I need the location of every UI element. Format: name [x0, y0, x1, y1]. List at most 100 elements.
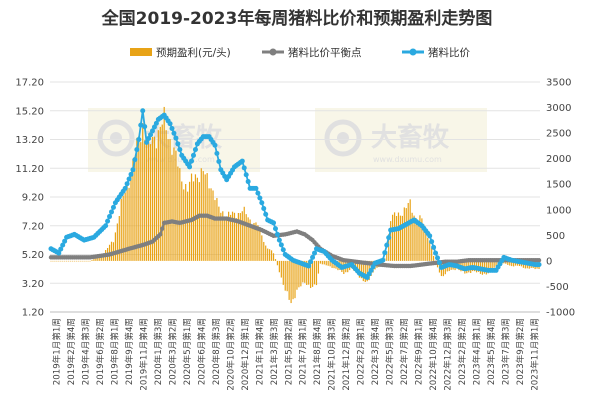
profit-bar — [360, 260, 362, 279]
right-tick-label: 1500 — [546, 180, 571, 191]
right-tick-label: 2500 — [546, 129, 571, 140]
profit-bar — [58, 260, 60, 262]
watermark-brand: 大畜牧 — [371, 122, 450, 153]
profit-bar — [237, 212, 239, 261]
x-tick-label: 2021年10月第3周 — [326, 318, 338, 391]
profit-bar — [196, 177, 198, 261]
profit-bar — [308, 260, 310, 285]
profit-bar — [491, 260, 493, 270]
x-tick-label: 2019年11月第4周 — [137, 318, 149, 391]
ratio-point — [108, 209, 114, 215]
profit-bar — [284, 260, 286, 291]
ratio-point — [308, 259, 314, 265]
ratio-point — [122, 185, 128, 191]
chart-title: 全国2019-2023年每周猪料比价和预期盈利走势图 — [101, 8, 493, 29]
profit-bar — [101, 256, 103, 261]
left-tick-label: 13.20 — [15, 135, 44, 146]
ratio-point — [177, 147, 183, 153]
profit-bar — [52, 260, 54, 262]
profit-bar — [222, 211, 224, 261]
profit-bar — [298, 260, 300, 288]
profit-bar — [173, 147, 175, 261]
profit-bar — [280, 260, 282, 278]
x-tick-label: 2022年3月第4周 — [369, 318, 381, 385]
ratio-point — [105, 218, 111, 224]
ratio-point — [148, 132, 154, 138]
profit-bar — [67, 260, 70, 262]
profit-bar — [163, 106, 165, 261]
x-tick-label: 2020年5月第1周 — [181, 318, 193, 385]
balance-line — [48, 213, 542, 269]
profit-bar — [411, 212, 413, 261]
watermark-logo-icon — [324, 119, 362, 157]
x-tick-label: 2023年5月第4周 — [485, 318, 497, 385]
ratio-point — [310, 254, 316, 260]
ratio-point — [128, 171, 134, 177]
profit-bar — [366, 260, 368, 282]
right-axis: -1000 -500 0 500 1000 1500 2000 2500 3000 3500 — [546, 78, 575, 319]
x-tick-label: 2023年4月第1周 — [471, 318, 483, 385]
profit-bar — [116, 223, 118, 261]
profit-bar — [364, 260, 366, 282]
legend-label-balance: 猪料比价平衡点 — [288, 46, 362, 59]
profit-bar — [157, 130, 159, 261]
ratio-point — [58, 246, 64, 252]
profit-bar — [122, 195, 124, 261]
profit-bar — [142, 123, 144, 261]
profit-bar — [513, 260, 515, 267]
ratio-point — [216, 159, 222, 165]
x-tick-label: 2022年12月第3周 — [442, 318, 454, 391]
legend-marker-balance — [269, 48, 277, 56]
legend-item-balance: 猪料比价平衡点 — [262, 46, 362, 59]
ratio-point — [280, 247, 286, 253]
profit-bar — [302, 260, 304, 283]
profit-bar — [509, 260, 511, 266]
profit-bar — [249, 219, 251, 261]
ratio-point — [56, 250, 62, 256]
profit-bar — [165, 130, 167, 261]
balance-point — [158, 232, 163, 237]
left-tick-label: 11.20 — [15, 164, 44, 175]
profit-bar — [187, 191, 189, 261]
profit-bar — [153, 136, 156, 261]
ratio-point — [306, 263, 312, 269]
profit-bar — [95, 258, 97, 261]
profit-bar — [241, 211, 243, 261]
right-tick-label: 2000 — [546, 154, 571, 165]
ratio-point — [272, 226, 278, 232]
ratio-point — [103, 223, 109, 229]
profit-bar — [321, 260, 323, 265]
ratio-point — [151, 124, 157, 130]
ratio-point — [192, 147, 198, 153]
ratio-point — [62, 238, 68, 244]
ratio-point — [243, 172, 249, 178]
profit-bar — [319, 260, 321, 264]
profit-bar — [192, 181, 195, 261]
ratio-point — [171, 130, 177, 136]
profit-bar — [429, 241, 431, 261]
profit-bar — [278, 260, 280, 273]
profit-bar — [421, 218, 423, 261]
profit-bar — [265, 245, 267, 261]
ratio-point — [190, 152, 196, 158]
profit-bar — [50, 260, 52, 262]
profit-bar — [259, 226, 261, 261]
profit-bar — [91, 260, 93, 261]
profit-bar — [118, 215, 120, 261]
ratio-point — [169, 125, 175, 131]
profit-bar — [507, 260, 509, 265]
profit-bar — [97, 257, 99, 261]
profit-bar — [272, 253, 275, 261]
ratio-point — [140, 108, 146, 114]
x-tick-label: 2020年3月第2周 — [166, 318, 178, 385]
x-tick-label: 2023年7月第3周 — [500, 318, 512, 385]
profit-bar — [487, 260, 489, 274]
profit-bar — [304, 260, 306, 283]
profit-bar — [110, 241, 113, 261]
profit-bar — [210, 188, 212, 261]
profit-bar — [69, 260, 72, 262]
profit-bar — [229, 214, 232, 261]
profit-bar — [144, 140, 146, 261]
profit-bar — [208, 188, 210, 261]
profit-bar — [413, 215, 415, 261]
